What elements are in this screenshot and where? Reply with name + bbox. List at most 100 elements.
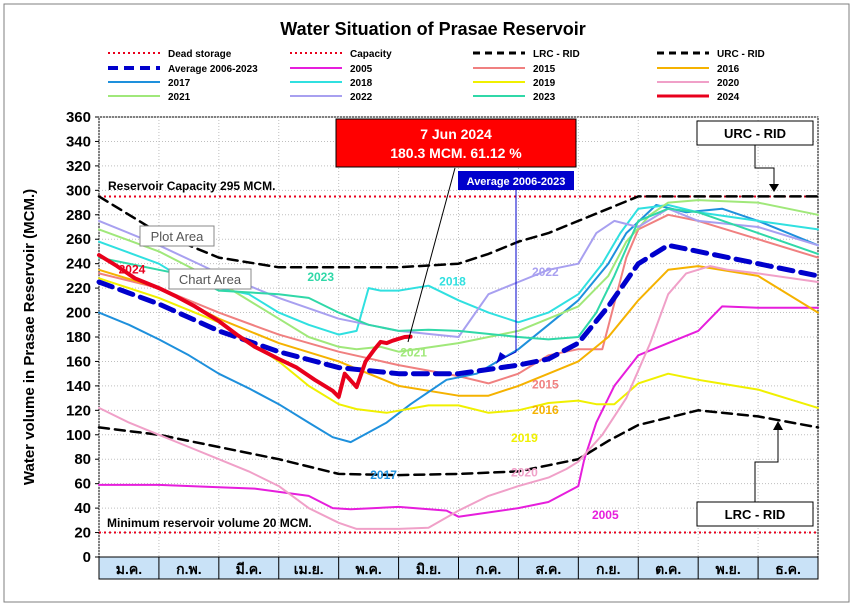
x-tick-label: ธ.ค. <box>775 561 801 577</box>
y-tick-label: 240 <box>66 256 91 273</box>
y-tick-label: 180 <box>66 329 91 346</box>
y-axis-label: Water volume in Prasae Reservoir (MCM.) <box>21 189 38 485</box>
min-volume-label: Minimum reservoir volume 20 MCM. <box>107 516 312 530</box>
average-arrow-line <box>499 190 517 361</box>
series-label-2024: 2024 <box>119 262 146 276</box>
y-axis: 0 20 40 60 80 100 120 140 160 180 200 220 240 260 280 3… <box>66 109 99 566</box>
urc-label-text: URC - RID <box>724 126 786 141</box>
legend-label: 2019 <box>533 78 556 89</box>
series-line-2019 <box>98 277 819 414</box>
series-line-2018 <box>98 204 819 336</box>
y-tick-label: 220 <box>66 280 91 297</box>
y-tick-label: 0 <box>83 549 91 566</box>
y-tick-label: 80 <box>74 451 91 468</box>
y-tick-label: 100 <box>66 427 91 444</box>
series-label-2023: 2023 <box>307 270 334 284</box>
y-tick-label: 20 <box>74 525 91 542</box>
series-label-2021: 2021 <box>400 346 427 360</box>
series-label-2018: 2018 <box>439 275 466 289</box>
lrc-arrow-line <box>754 430 779 502</box>
average-arrow-head <box>496 352 506 364</box>
chart-area-tooltip <box>168 268 252 290</box>
series-label-2017: 2017 <box>370 468 397 482</box>
y-tick-label: 280 <box>66 207 91 224</box>
x-tick-label: ก.ย. <box>596 561 620 577</box>
legend-label: Capacity <box>350 49 392 60</box>
x-tick-label: เม.ย. <box>294 561 324 577</box>
x-tick-label: ก.ค. <box>476 561 502 577</box>
lrc-label-box <box>696 501 814 527</box>
y-tick-label: 160 <box>66 353 91 370</box>
series-line-urc-rid <box>97 195 820 269</box>
lrc-label-text: LRC - RID <box>725 507 786 522</box>
y-tick-label: 60 <box>74 476 91 493</box>
x-tick-label: ก.พ. <box>176 561 201 577</box>
series-line-2016 <box>98 265 819 397</box>
average-label-box <box>458 171 574 190</box>
plot-area-tooltip-text: Plot Area <box>151 229 205 244</box>
chart-area-tooltip-text: Chart Area <box>179 272 242 287</box>
x-tick-label: พ.ค. <box>355 561 381 577</box>
series-line-2023 <box>98 207 819 341</box>
current-value-text: 180.3 MCM. 61.12 % <box>390 145 522 161</box>
series-line-2005 <box>98 305 819 518</box>
y-tick-label: 360 <box>66 109 91 126</box>
urc-arrow-head <box>769 184 779 192</box>
average-label-text: Average 2006-2023 <box>467 176 566 188</box>
legend-label: 2015 <box>533 64 556 75</box>
x-tick-label: ม.ค. <box>116 561 142 577</box>
legend-label: 2005 <box>350 64 373 75</box>
series-label-2020: 2020 <box>511 465 538 479</box>
series-label-2005: 2005 <box>592 508 619 522</box>
series-label-2022: 2022 <box>532 265 559 279</box>
legend: Dead storage Capacity LRC - RID URC - RID Av… <box>108 49 765 103</box>
legend-label: 2017 <box>168 78 191 89</box>
y-tick-label: 260 <box>66 231 91 248</box>
y-tick-label: 320 <box>66 158 91 175</box>
y-tick-label: 300 <box>66 182 91 199</box>
series-label-2015: 2015 <box>532 377 559 391</box>
capacity-label: Reservoir Capacity 295 MCM. <box>108 179 275 193</box>
x-tick-label: พ.ย. <box>716 561 741 577</box>
urc-label-box <box>696 120 814 146</box>
series-label-2016: 2016 <box>532 403 559 417</box>
legend-label: 2024 <box>717 92 740 103</box>
x-tick-label: ส.ค. <box>536 561 562 577</box>
x-tick-label: ต.ค. <box>655 561 681 577</box>
x-axis: ม.ค. ก.พ. มี.ค. เม.ย. พ.ค. มิ.ย. ก.ค. ส.ค. ก.ย. ต… <box>98 556 819 580</box>
series-line-2017 <box>98 204 819 444</box>
legend-label: 2021 <box>168 92 191 103</box>
legend-label: LRC - RID <box>533 49 580 60</box>
legend-label: 2022 <box>350 92 373 103</box>
legend-label: URC - RID <box>717 49 765 60</box>
lrc-arrow-head <box>773 421 783 430</box>
current-callout-line <box>407 167 456 343</box>
legend-label: Average 2006-2023 <box>168 64 258 75</box>
current-callout-box <box>335 118 577 168</box>
y-tick-label: 40 <box>74 500 91 517</box>
current-date-text: 7 Jun 2024 <box>420 126 492 142</box>
chart-border <box>3 3 850 603</box>
series-line-lrc-rid <box>97 409 820 477</box>
series-group <box>96 195 821 530</box>
legend-label: Dead storage <box>168 49 232 60</box>
series-line-2024 <box>97 253 413 399</box>
urc-arrow-line <box>754 145 775 184</box>
y-tick-label: 340 <box>66 133 91 150</box>
legend-label: 2018 <box>350 78 373 89</box>
legend-label: 2020 <box>717 78 740 89</box>
plot-area-tooltip <box>139 225 215 247</box>
y-tick-label: 200 <box>66 305 91 322</box>
chart-title: Water Situation of Prasae Reservoir <box>280 19 585 39</box>
x-tick-label: มี.ค. <box>236 561 262 577</box>
series-label-2019: 2019 <box>511 431 538 445</box>
y-tick-label: 140 <box>66 378 91 395</box>
y-tick-label: 120 <box>66 402 91 419</box>
series-line-2021 <box>98 199 819 353</box>
legend-label: 2023 <box>533 92 556 103</box>
series-line-2020 <box>98 265 819 530</box>
legend-label: 2016 <box>717 64 740 75</box>
series-labels: 2005 2015 2016 2017 2018 2019 2020 2021 2022 2023… <box>119 262 619 522</box>
x-tick-label: มิ.ย. <box>416 561 441 577</box>
